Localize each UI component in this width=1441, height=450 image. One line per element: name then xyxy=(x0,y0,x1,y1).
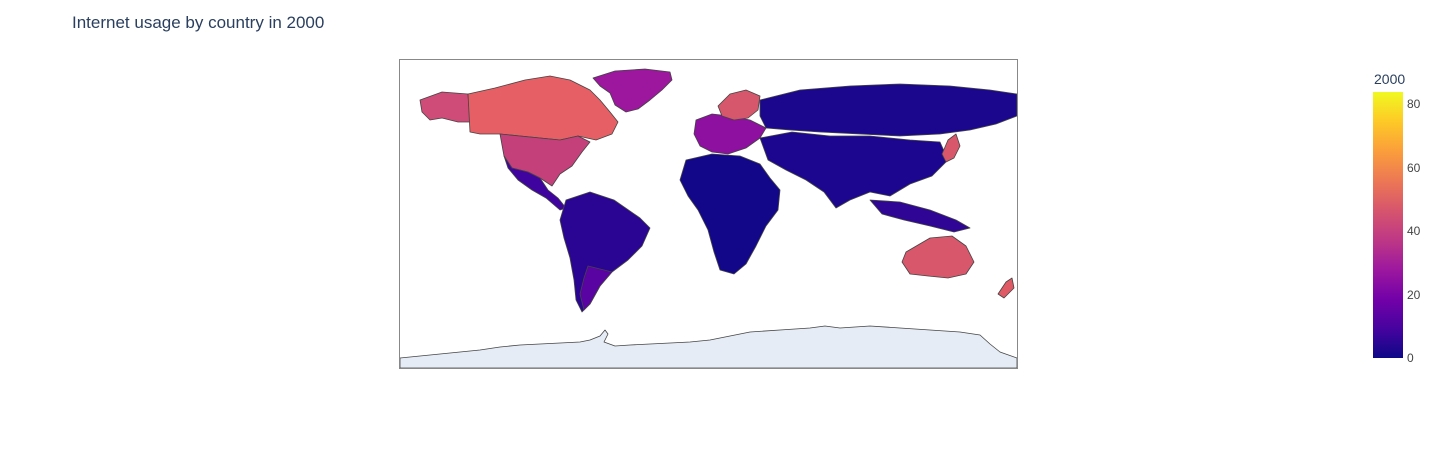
africa xyxy=(679,153,781,275)
world-map-svg xyxy=(400,68,1017,368)
new-zealand xyxy=(997,277,1015,299)
world-map[interactable] xyxy=(399,59,1018,369)
chart-title: Internet usage by country in 2000 xyxy=(72,13,325,32)
western-europe xyxy=(693,113,767,155)
colorbar-tick: 20 xyxy=(1407,288,1421,302)
colorbar-title: 2000 xyxy=(1374,71,1406,87)
colorbar xyxy=(1373,92,1403,358)
colorbar-tick: 40 xyxy=(1407,224,1421,238)
usa xyxy=(499,133,591,187)
japan xyxy=(941,133,961,163)
colorbar-tick: 80 xyxy=(1407,97,1421,111)
russia xyxy=(759,83,1017,137)
australia xyxy=(901,235,975,279)
southeast-asia xyxy=(869,199,971,233)
argentina xyxy=(579,265,613,311)
south-america xyxy=(559,191,651,313)
asia xyxy=(759,131,949,209)
scandinavia xyxy=(717,89,761,121)
greenland xyxy=(592,68,673,113)
colorbar-tick: 0 xyxy=(1407,351,1414,365)
antarctica xyxy=(400,325,1017,368)
alaska xyxy=(419,91,471,123)
canada xyxy=(467,75,619,141)
colorbar-tick: 60 xyxy=(1407,161,1421,175)
